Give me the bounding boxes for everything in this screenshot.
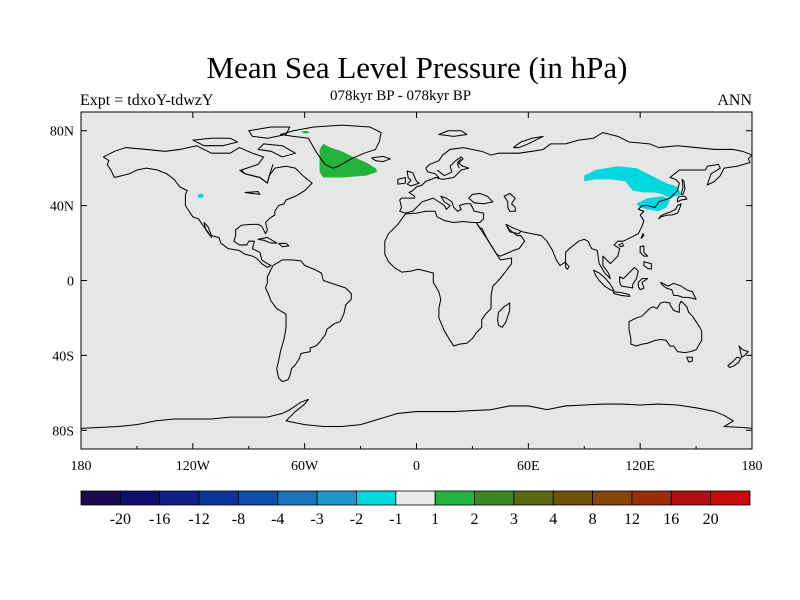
greenland-north-anomaly: [300, 130, 311, 134]
mongolia-anomaly: [584, 166, 682, 199]
period-label: 078kyr BP - 078kyr BP: [330, 88, 472, 104]
x-tick-label: 180: [71, 459, 92, 474]
colorbar-label: -20: [110, 511, 131, 528]
colorbar-label: -16: [149, 511, 170, 528]
colorbar-swatch: [316, 490, 357, 506]
map-background: [81, 112, 752, 449]
x-tick-label: 180: [742, 459, 763, 474]
colorbar-label: 3: [510, 511, 518, 528]
colorbar-swatch: [552, 490, 593, 506]
colorbar-label: 4: [549, 511, 557, 528]
colorbar-swatch: [277, 490, 318, 506]
plot-title: Mean Sea Level Pressure (in hPa): [206, 50, 628, 85]
x-axis: 180 120W 60W 0 60E 120E 180: [71, 112, 763, 474]
colorbar-swatch: [198, 490, 239, 506]
colorbar-swatch: [356, 490, 397, 506]
colorbar-label: 12: [624, 511, 640, 528]
colorbar-swatch: [710, 490, 751, 506]
x-tick-label: 120W: [176, 459, 211, 474]
colorbar-label: 16: [663, 511, 679, 528]
colorbar-label: -1: [389, 511, 402, 528]
colorbar-label: -4: [271, 511, 284, 528]
colorbar-label: -12: [188, 511, 209, 528]
colorbar-swatch: [80, 490, 121, 506]
x-tick-label: 60W: [291, 459, 319, 474]
anomaly-layer: [197, 130, 682, 212]
east-asia-anomaly: [636, 196, 670, 212]
y-tick-label: 40S: [52, 349, 74, 364]
season-label: ANN: [717, 92, 752, 109]
colorbar-swatch: [159, 490, 200, 506]
colorbar-swatch: [119, 490, 161, 506]
x-tick-label: 120E: [625, 459, 655, 474]
colorbar-swatch: [670, 490, 712, 506]
colorbar-swatch: [474, 490, 515, 506]
colorbar-label: 1: [431, 511, 439, 528]
colorbar-label: -3: [310, 511, 323, 528]
colorbar-swatch: [434, 490, 475, 506]
colorbar-label: 2: [471, 511, 479, 528]
y-tick-label: 80S: [52, 424, 74, 439]
experiment-label: Expt = tdxoY-tdwzY: [80, 92, 214, 109]
north-america-anomaly: [197, 193, 205, 199]
colorbar-label: -8: [232, 511, 245, 528]
colorbar-label: -2: [350, 511, 363, 528]
x-tick-label: 0: [413, 459, 420, 474]
colorbar-swatch: [238, 490, 279, 506]
colorbar-label: 8: [589, 511, 597, 528]
colorbar-swatch: [631, 490, 672, 506]
x-tick-label: 60E: [517, 459, 540, 474]
y-axis: 80N 40N 0 40S 80S: [50, 125, 752, 439]
colorbar-swatch: [592, 490, 633, 506]
y-tick-label: 40N: [50, 200, 74, 215]
colorbar-swatch: [513, 490, 554, 506]
colorbar: -20 -16 -12 -8 -4 -3 -2 -1 1 2 3 4 8 12 16 20: [80, 490, 751, 528]
y-tick-label: 80N: [50, 125, 74, 140]
coastlines: [80, 124, 753, 429]
colorbar-label: 20: [703, 511, 719, 528]
y-tick-label: 0: [67, 275, 74, 290]
colorbar-swatch: [395, 490, 436, 506]
